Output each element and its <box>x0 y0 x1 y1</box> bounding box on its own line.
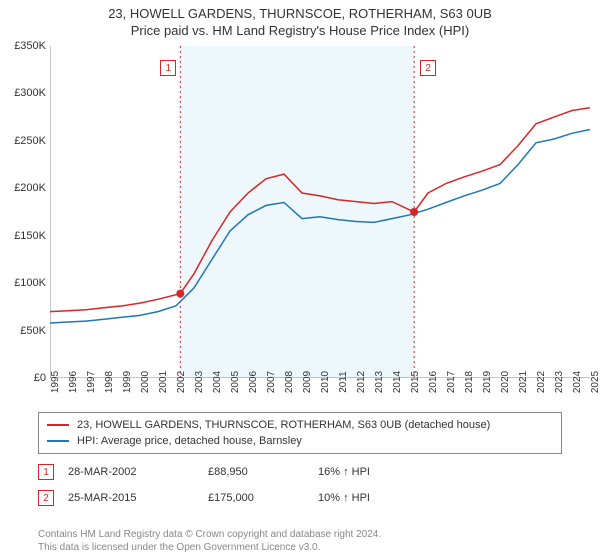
chart-container: 23, HOWELL GARDENS, THURNSCOE, ROTHERHAM… <box>0 0 600 560</box>
y-tick-label: £50K <box>20 325 46 337</box>
x-tick-label: 2017 <box>446 371 457 393</box>
x-tick-label: 2014 <box>392 371 403 393</box>
x-tick-label: 1997 <box>86 371 97 393</box>
y-tick-label: £150K <box>14 230 46 242</box>
x-tick-label: 2001 <box>158 371 169 393</box>
legend-swatch-hpi <box>47 440 69 442</box>
marker-badge-2: 2 <box>38 490 54 506</box>
legend-label-property: 23, HOWELL GARDENS, THURNSCOE, ROTHERHAM… <box>77 419 490 431</box>
marker-badge-1: 1 <box>38 464 54 480</box>
footer-line1: Contains HM Land Registry data © Crown c… <box>38 528 381 541</box>
marker-date-2: 25-MAR-2015 <box>68 492 208 504</box>
x-tick-label: 2015 <box>410 371 421 393</box>
chart-marker-badge-2: 2 <box>420 60 436 76</box>
x-tick-label: 2012 <box>356 371 367 393</box>
marker-row-2: 2 25-MAR-2015 £175,000 10% ↑ HPI <box>38 490 418 506</box>
legend-item-property: 23, HOWELL GARDENS, THURNSCOE, ROTHERHAM… <box>47 417 553 433</box>
x-tick-label: 2022 <box>536 371 547 393</box>
y-tick-label: £250K <box>14 135 46 147</box>
x-tick-label: 2008 <box>284 371 295 393</box>
marker-delta-2: 10% ↑ HPI <box>318 492 418 504</box>
x-tick-label: 2018 <box>464 371 475 393</box>
legend-label-hpi: HPI: Average price, detached house, Barn… <box>77 435 302 447</box>
x-tick-label: 2019 <box>482 371 493 393</box>
marker-price-1: £88,950 <box>208 466 318 478</box>
x-tick-label: 2013 <box>374 371 385 393</box>
legend-swatch-property <box>47 424 69 426</box>
y-tick-label: £300K <box>14 87 46 99</box>
x-tick-label: 2025 <box>590 371 600 393</box>
x-tick-label: 1996 <box>68 371 79 393</box>
chart-area: £0£50K£100K£150K£200K£250K£300K£350K 199… <box>50 46 590 398</box>
x-tick-label: 1995 <box>50 371 61 393</box>
x-tick-label: 2003 <box>194 371 205 393</box>
x-tick-label: 2000 <box>140 371 151 393</box>
x-tick-label: 2002 <box>176 371 187 393</box>
y-tick-label: £350K <box>14 40 46 52</box>
x-tick-label: 2011 <box>338 371 349 393</box>
chart-marker-badge-1: 1 <box>160 60 176 76</box>
y-tick-label: £200K <box>14 182 46 194</box>
x-tick-label: 2020 <box>500 371 511 393</box>
legend-item-hpi: HPI: Average price, detached house, Barn… <box>47 433 553 449</box>
x-tick-label: 1998 <box>104 371 115 393</box>
footer: Contains HM Land Registry data © Crown c… <box>38 528 381 554</box>
title-subtitle: Price paid vs. HM Land Registry's House … <box>0 23 600 38</box>
x-tick-label: 2005 <box>230 371 241 393</box>
x-tick-label: 2016 <box>428 371 439 393</box>
x-tick-label: 1999 <box>122 371 133 393</box>
x-tick-label: 2010 <box>320 371 331 393</box>
x-tick-label: 2024 <box>572 371 583 393</box>
x-tick-label: 2006 <box>248 371 259 393</box>
footer-line2: This data is licensed under the Open Gov… <box>38 541 381 554</box>
chart-svg <box>50 46 590 378</box>
x-tick-label: 2009 <box>302 371 313 393</box>
x-tick-label: 2021 <box>518 371 529 393</box>
y-tick-label: £0 <box>34 372 46 384</box>
title-address: 23, HOWELL GARDENS, THURNSCOE, ROTHERHAM… <box>0 6 600 21</box>
legend: 23, HOWELL GARDENS, THURNSCOE, ROTHERHAM… <box>38 412 562 454</box>
marker-date-1: 28-MAR-2002 <box>68 466 208 478</box>
marker-row-1: 1 28-MAR-2002 £88,950 16% ↑ HPI <box>38 464 418 480</box>
y-tick-label: £100K <box>14 277 46 289</box>
marker-price-2: £175,000 <box>208 492 318 504</box>
x-tick-label: 2023 <box>554 371 565 393</box>
x-tick-label: 2007 <box>266 371 277 393</box>
x-tick-label: 2004 <box>212 371 223 393</box>
title-block: 23, HOWELL GARDENS, THURNSCOE, ROTHERHAM… <box>0 0 600 38</box>
marker-delta-1: 16% ↑ HPI <box>318 466 418 478</box>
